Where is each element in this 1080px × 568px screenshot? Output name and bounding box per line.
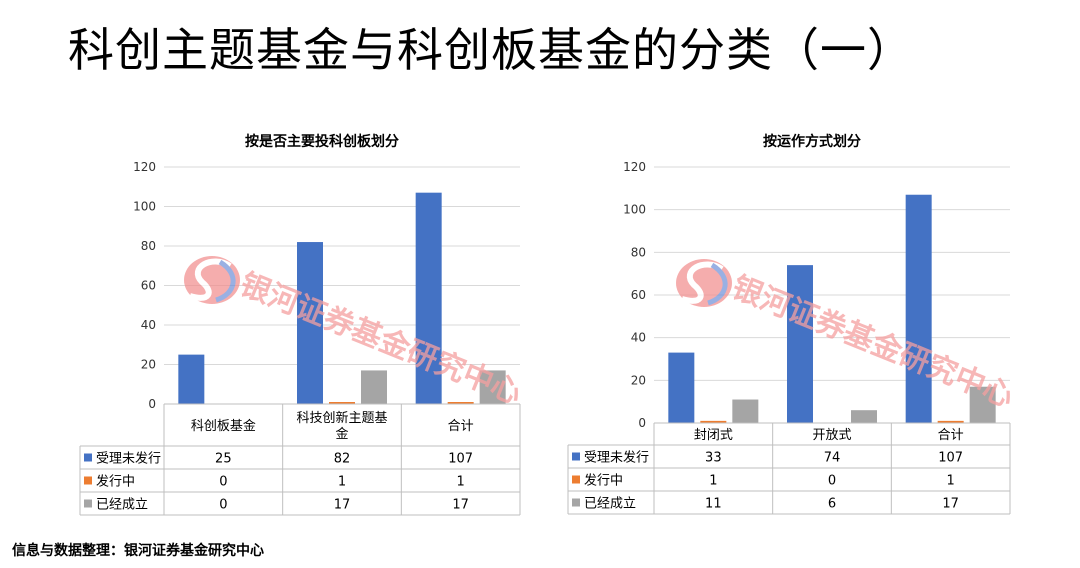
chart-1: 按是否主要投科创板划分020406080100120科创板基金科技创新主题基金合… (79, 133, 526, 516)
y-tick-label: 40 (631, 331, 646, 345)
y-tick-label: 40 (141, 318, 156, 332)
watermark-logo-icon (184, 256, 240, 304)
y-tick-label: 0 (638, 416, 646, 430)
legend-swatch (572, 452, 580, 461)
bar (297, 242, 323, 404)
y-tick-label: 100 (623, 203, 646, 217)
y-tick-label: 60 (141, 279, 156, 293)
bar (178, 354, 205, 404)
category-label: 开放式 (812, 428, 851, 443)
bar (969, 386, 996, 423)
data-cell: 11 (705, 497, 722, 512)
y-tick-label: 0 (148, 397, 156, 411)
data-cell: 107 (448, 452, 473, 467)
legend-label: 受理未发行 (584, 450, 649, 466)
category-label: 科技创新主题基 (296, 410, 387, 426)
watermark-logo-icon (676, 259, 732, 307)
data-cell: 82 (334, 452, 351, 467)
page-title: 科创主题基金与科创板基金的分类（一） (68, 23, 914, 77)
data-cell: 33 (705, 451, 722, 466)
bar (329, 402, 355, 404)
legend-swatch (84, 499, 92, 508)
legend-label: 已经成立 (96, 498, 148, 513)
data-cell: 0 (219, 498, 227, 513)
legend-swatch (84, 453, 92, 462)
bar (479, 370, 506, 404)
category-label: 合计 (938, 428, 964, 443)
logo-swoosh (681, 261, 724, 304)
data-cell: 1 (709, 474, 717, 489)
bar (851, 410, 877, 423)
legend-label: 受理未发行 (96, 451, 161, 467)
category-label: 封闭式 (694, 428, 733, 443)
data-cell: 107 (938, 451, 963, 466)
legend-label: 发行中 (584, 473, 623, 489)
data-cell: 0 (828, 474, 836, 489)
bar (905, 194, 932, 423)
source-footer: 信息与数据整理：银河证券基金研究中心 (12, 543, 264, 559)
logo-arc (707, 262, 728, 306)
category-label: 合计 (448, 419, 474, 434)
y-tick-label: 80 (631, 245, 646, 259)
bar (700, 420, 727, 423)
data-cell: 17 (334, 498, 351, 513)
data-cell: 6 (828, 497, 836, 512)
data-cell: 1 (457, 475, 465, 490)
data-cell: 1 (947, 474, 955, 489)
legend-label: 发行中 (96, 474, 135, 490)
data-cell: 74 (824, 451, 841, 466)
bar (937, 420, 964, 423)
data-cell: 1 (338, 475, 346, 490)
watermark-text: 银河证券基金研究中心 (727, 270, 1018, 415)
logo-arc (215, 259, 236, 303)
y-tick-label: 120 (623, 160, 646, 174)
y-tick-label: 80 (141, 239, 156, 253)
bar (447, 402, 474, 404)
legend-swatch (572, 498, 580, 507)
y-tick-label: 20 (631, 373, 646, 387)
chart-title: 按运作方式划分 (763, 133, 861, 150)
bar (415, 192, 442, 404)
y-tick-label: 20 (141, 358, 156, 372)
logo-swoosh (189, 258, 232, 301)
bar (787, 265, 813, 423)
data-cell: 17 (452, 498, 469, 513)
y-tick-label: 100 (133, 200, 156, 214)
chart-title: 按是否主要投科创板划分 (245, 133, 399, 150)
data-cell: 0 (219, 475, 227, 490)
legend-swatch (84, 476, 92, 485)
bar (668, 352, 695, 423)
data-cell: 25 (215, 452, 232, 467)
legend-swatch (572, 475, 580, 484)
category-label: 科创板基金 (191, 418, 256, 434)
y-tick-label: 120 (133, 160, 156, 174)
category-label: 金 (335, 426, 348, 442)
bar (732, 399, 759, 423)
legend-label: 已经成立 (584, 497, 636, 512)
bar (361, 370, 387, 404)
y-tick-label: 60 (631, 288, 646, 302)
data-cell: 17 (942, 497, 959, 512)
